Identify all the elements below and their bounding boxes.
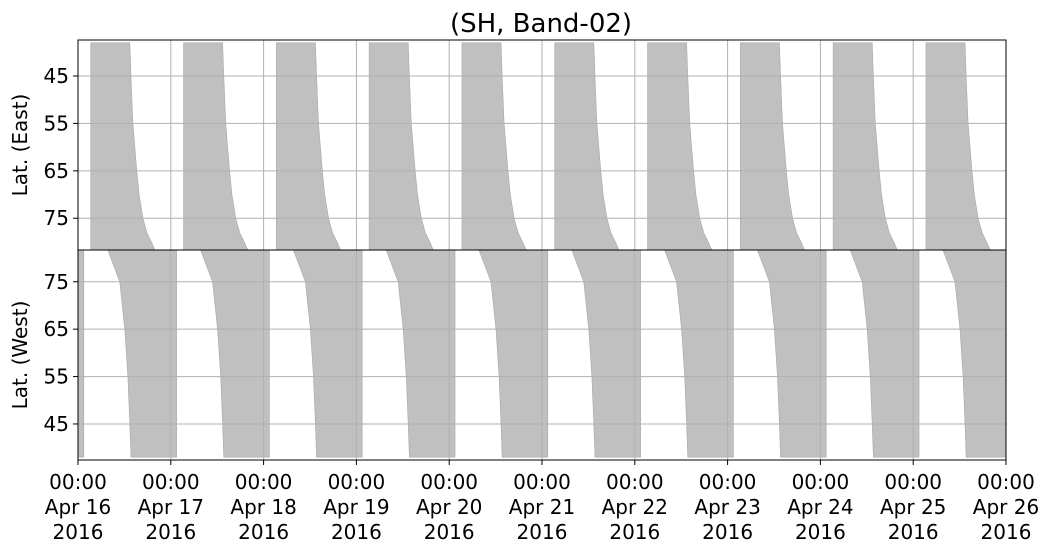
coverage-band [183,42,249,250]
y-tick-label: 75 [44,270,69,294]
coverage-band [1036,250,1053,457]
coverage-band [368,42,434,250]
x-tick-label: Apr 22 [602,495,668,519]
x-tick-label: Apr 23 [694,495,760,519]
coverage-band [385,250,456,458]
coverage-band [925,42,991,250]
y-axis-label: Lat. (West) [8,301,32,410]
y-tick-label: 45 [44,64,69,88]
panel [78,40,1053,250]
coverage-band [757,250,827,458]
x-tick-label: 2016 [517,520,568,544]
x-tick-label: 2016 [981,520,1032,544]
coverage-band [740,42,805,250]
x-tick-label: Apr 20 [416,495,482,519]
coverage-band [647,42,713,250]
x-tick-label: 2016 [702,520,753,544]
y-tick-label: 75 [44,206,69,230]
x-tick-label: 00:00 [606,470,664,494]
x-tick-label: 00:00 [235,470,293,494]
coverage-band [664,250,734,458]
x-tick-label: 00:00 [49,470,107,494]
y-tick-label: 45 [44,412,69,436]
x-tick-label: 00:00 [699,470,757,494]
x-tick-label: Apr 21 [509,495,575,519]
x-tick-label: 2016 [53,520,104,544]
coverage-band [461,42,527,250]
y-tick-label: 55 [44,111,69,135]
x-tick-label: 2016 [331,520,382,544]
x-tick-label: Apr 24 [787,495,853,519]
coverage-band [200,250,270,458]
x-tick-label: 2016 [238,520,289,544]
x-tick-label: Apr 19 [323,495,389,519]
x-tick-label: Apr 17 [138,495,204,519]
x-tick-label: 00:00 [328,470,386,494]
x-tick-label: 2016 [888,520,939,544]
coverage-band [1019,43,1053,250]
coverage-band [293,250,363,458]
y-tick-label: 65 [44,317,69,341]
x-tick-label: 00:00 [142,470,200,494]
x-tick-label: 2016 [424,520,475,544]
x-tick-label: 2016 [145,520,196,544]
coverage-band [276,42,341,250]
x-tick-label: 2016 [795,520,846,544]
coverage-band [478,250,549,458]
coverage-band [942,250,1006,458]
x-tick-label: Apr 25 [880,495,946,519]
x-tick-label: 2016 [609,520,660,544]
y-tick-label: 55 [44,365,69,389]
y-tick-label: 65 [44,159,69,183]
x-tick-label: Apr 26 [973,495,1039,519]
x-tick-label: Apr 18 [230,495,296,519]
coverage-band [90,42,156,250]
x-tick-label: 00:00 [513,470,571,494]
x-tick-label: 00:00 [977,470,1035,494]
x-tick-label: Apr 16 [45,495,111,519]
x-tick-label: 00:00 [792,470,850,494]
coverage-band [571,250,641,458]
coverage-band [107,250,177,458]
y-axis-label: Lat. (East) [8,94,32,197]
coverage-band [832,42,898,250]
x-tick-label: 00:00 [884,470,942,494]
chart-title: (SH, Band-02) [450,9,632,39]
x-tick-label: 00:00 [420,470,478,494]
coverage-band [554,42,620,250]
coverage-band [849,250,920,458]
panel [78,250,1053,460]
